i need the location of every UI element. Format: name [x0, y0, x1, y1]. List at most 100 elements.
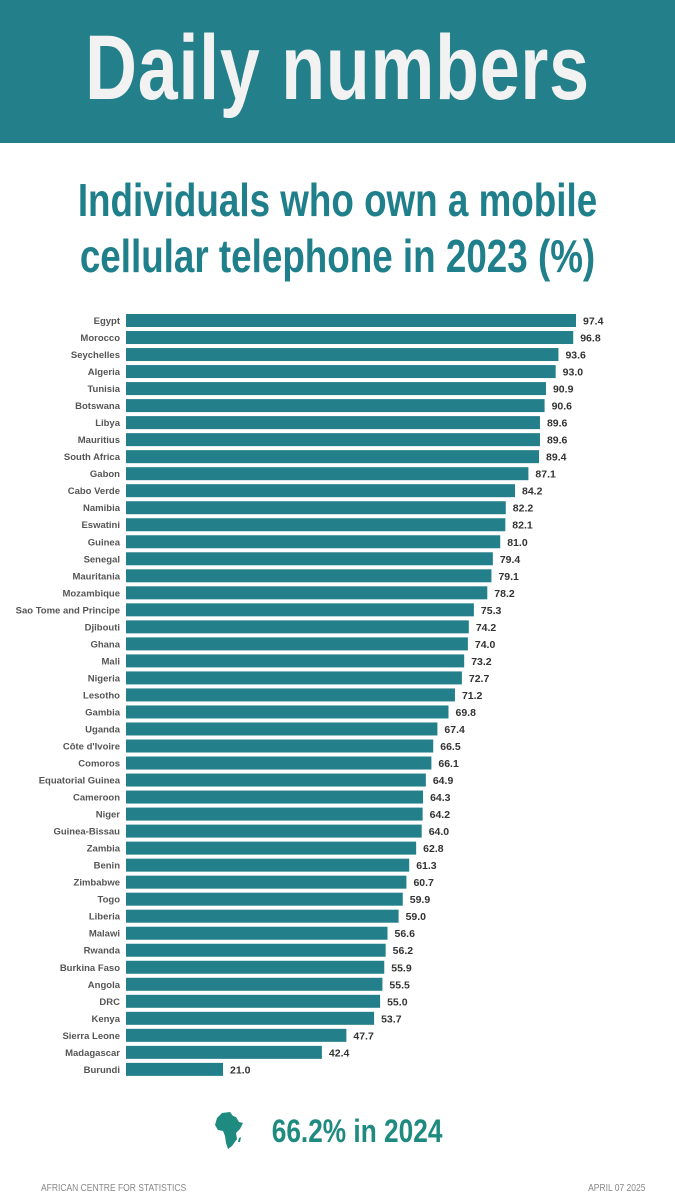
footer-source: AFRICAN CENTRE FOR STATISTICS: [41, 1183, 187, 1194]
value-label: 79.4: [500, 554, 521, 566]
value-label: 42.4: [329, 1047, 350, 1059]
category-label: Mauritania: [72, 571, 120, 582]
bar: [126, 484, 516, 498]
value-label: 89.6: [547, 418, 568, 430]
bar: [126, 909, 399, 923]
category-label: Morocco: [80, 333, 120, 344]
header-banner: Daily numbers: [0, 0, 675, 143]
category-label: Madagascar: [65, 1048, 120, 1059]
category-label: Comoros: [78, 759, 120, 770]
value-label: 82.2: [513, 503, 534, 515]
category-label: Lesotho: [83, 690, 120, 701]
bar: [126, 824, 422, 838]
value-label: 59.0: [406, 911, 427, 923]
value-label: 75.3: [481, 605, 502, 617]
bar: [126, 637, 468, 651]
value-label: 90.6: [552, 401, 573, 413]
value-label: 64.3: [430, 792, 451, 804]
category-label: Libya: [95, 418, 121, 429]
bar: [126, 960, 385, 974]
category-label: Benin: [94, 861, 121, 872]
value-label: 84.2: [522, 486, 543, 498]
category-label: Tunisia: [87, 384, 120, 395]
bar: [126, 399, 545, 413]
category-label: Equatorial Guinea: [39, 776, 121, 787]
category-label: Burkina Faso: [60, 963, 120, 974]
bar: [126, 603, 474, 617]
bar: [126, 1062, 224, 1076]
category-label: Algeria: [88, 367, 121, 378]
bar: [126, 620, 469, 634]
value-label: 79.1: [498, 571, 519, 583]
value-label: 62.8: [423, 843, 444, 855]
value-label: 93.6: [565, 350, 586, 362]
category-label: Liberia: [89, 912, 121, 923]
africa-map-icon: [214, 1111, 243, 1149]
category-label: Guinea: [88, 537, 121, 548]
category-label: Gambia: [85, 707, 121, 718]
bar: [126, 739, 434, 753]
bar: [126, 756, 432, 770]
category-label: Rwanda: [84, 946, 121, 957]
x-tick-label: 0.0: [119, 1089, 132, 1090]
category-label: Nigeria: [88, 673, 121, 684]
bar: [126, 348, 559, 362]
bar: [126, 450, 540, 464]
category-label: Niger: [96, 810, 121, 821]
value-label: 55.0: [387, 996, 408, 1008]
bar: [126, 416, 540, 430]
bar: [126, 433, 540, 447]
category-label: Angola: [88, 980, 121, 991]
value-label: 87.1: [535, 469, 556, 481]
bar: [126, 535, 501, 549]
value-label: 56.2: [393, 945, 414, 957]
bar: [126, 943, 386, 957]
bar: [126, 790, 424, 804]
value-label: 72.7: [469, 673, 490, 685]
category-label: Ghana: [90, 639, 120, 650]
category-label: South Africa: [64, 452, 121, 463]
bar: [126, 569, 492, 583]
value-label: 60.7: [413, 877, 434, 889]
bar: [126, 994, 381, 1008]
bar: [126, 382, 546, 396]
category-label: Namibia: [83, 503, 121, 514]
category-label: Mali: [102, 656, 120, 667]
value-label: 67.4: [444, 724, 465, 736]
bar: [126, 926, 388, 940]
value-label: 96.8: [580, 333, 601, 345]
bar: [126, 467, 529, 481]
value-label: 89.6: [547, 435, 568, 447]
value-label: 59.9: [410, 894, 431, 906]
category-label: Côte d'Ivoire: [63, 742, 120, 753]
category-label: Senegal: [84, 554, 120, 565]
bar: [126, 501, 506, 515]
category-label: DRC: [99, 997, 120, 1008]
bar: [126, 365, 556, 379]
value-label: 71.2: [462, 690, 483, 702]
bar: [126, 518, 506, 532]
value-label: 82.1: [512, 520, 533, 532]
bar: [126, 858, 410, 872]
bar: [126, 807, 423, 821]
value-label: 69.8: [455, 707, 476, 719]
value-label: 81.0: [507, 537, 528, 549]
value-label: 93.0: [563, 367, 584, 379]
bar: [126, 705, 449, 719]
value-label: 55.9: [391, 962, 412, 974]
bar: [126, 875, 407, 889]
category-label: Mauritius: [78, 435, 120, 446]
category-label: Cameroon: [73, 793, 120, 804]
bar: [126, 671, 462, 685]
value-label: 64.0: [429, 826, 450, 838]
bar: [126, 1045, 322, 1059]
bar: [126, 977, 383, 991]
value-label: 78.2: [494, 588, 515, 600]
category-label: Eswatini: [81, 520, 120, 531]
category-label: Egypt: [94, 316, 121, 327]
bar: [126, 331, 574, 345]
bar: [126, 1028, 347, 1042]
bar: [126, 841, 417, 855]
summary-text: 66.2% in 2024: [271, 1112, 443, 1149]
value-label: 61.3: [416, 860, 437, 872]
